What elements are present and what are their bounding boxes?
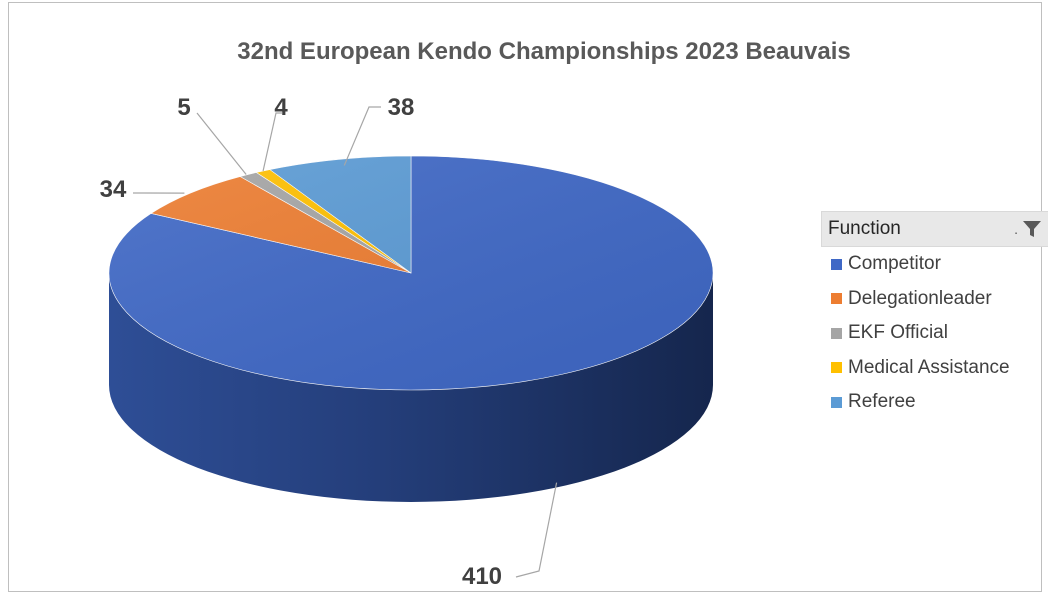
- legend-item[interactable]: EKF Official: [821, 316, 1048, 351]
- funnel-icon: [1023, 221, 1041, 237]
- leader-line: [515, 482, 558, 578]
- leader-line: [262, 112, 282, 172]
- legend-label: Referee: [848, 391, 916, 413]
- chart-area: 32nd European Kendo Championships 2023 B…: [8, 2, 1048, 592]
- pie-side-wall: [109, 273, 713, 502]
- legend: Function . Competitor Delegationleader EKF…: [821, 211, 1048, 420]
- legend-swatch: [831, 258, 842, 270]
- legend-item[interactable]: Delegationleader: [821, 282, 1048, 317]
- data-label: 34: [100, 176, 127, 203]
- data-label: 38: [388, 94, 415, 121]
- legend-label: EKF Official: [848, 322, 948, 344]
- leader-line: [343, 106, 381, 166]
- legend-swatch: [831, 362, 842, 374]
- data-label: 4: [274, 94, 288, 121]
- legend-item[interactable]: Medical Assistance: [821, 351, 1048, 386]
- ellipsis-dot-icon: .: [1014, 221, 1018, 237]
- pie-top: [108, 155, 714, 391]
- legend-label: Medical Assistance: [848, 356, 1010, 378]
- leader-line: [196, 112, 247, 175]
- legend-swatch: [831, 396, 842, 408]
- legend-swatch: [831, 293, 842, 305]
- leader-lines: [133, 106, 558, 578]
- pie-side-wall-path: [109, 273, 713, 502]
- data-labels: 410 34 5 4 38: [100, 94, 502, 590]
- legend-items: Competitor Delegationleader EKF Official Me…: [821, 247, 1048, 420]
- legend-header: Function .: [821, 211, 1048, 247]
- legend-label: Delegationleader: [848, 287, 992, 309]
- legend-swatch: [831, 327, 842, 339]
- filter-button[interactable]: .: [1014, 219, 1042, 239]
- chart-title: 32nd European Kendo Championships 2023 B…: [237, 38, 851, 65]
- legend-label: Competitor: [848, 253, 941, 275]
- legend-item[interactable]: Referee: [821, 385, 1048, 420]
- legend-item[interactable]: Competitor: [821, 247, 1048, 282]
- legend-title: Function: [828, 218, 901, 239]
- data-label: 410: [462, 563, 502, 590]
- data-label: 5: [177, 94, 190, 121]
